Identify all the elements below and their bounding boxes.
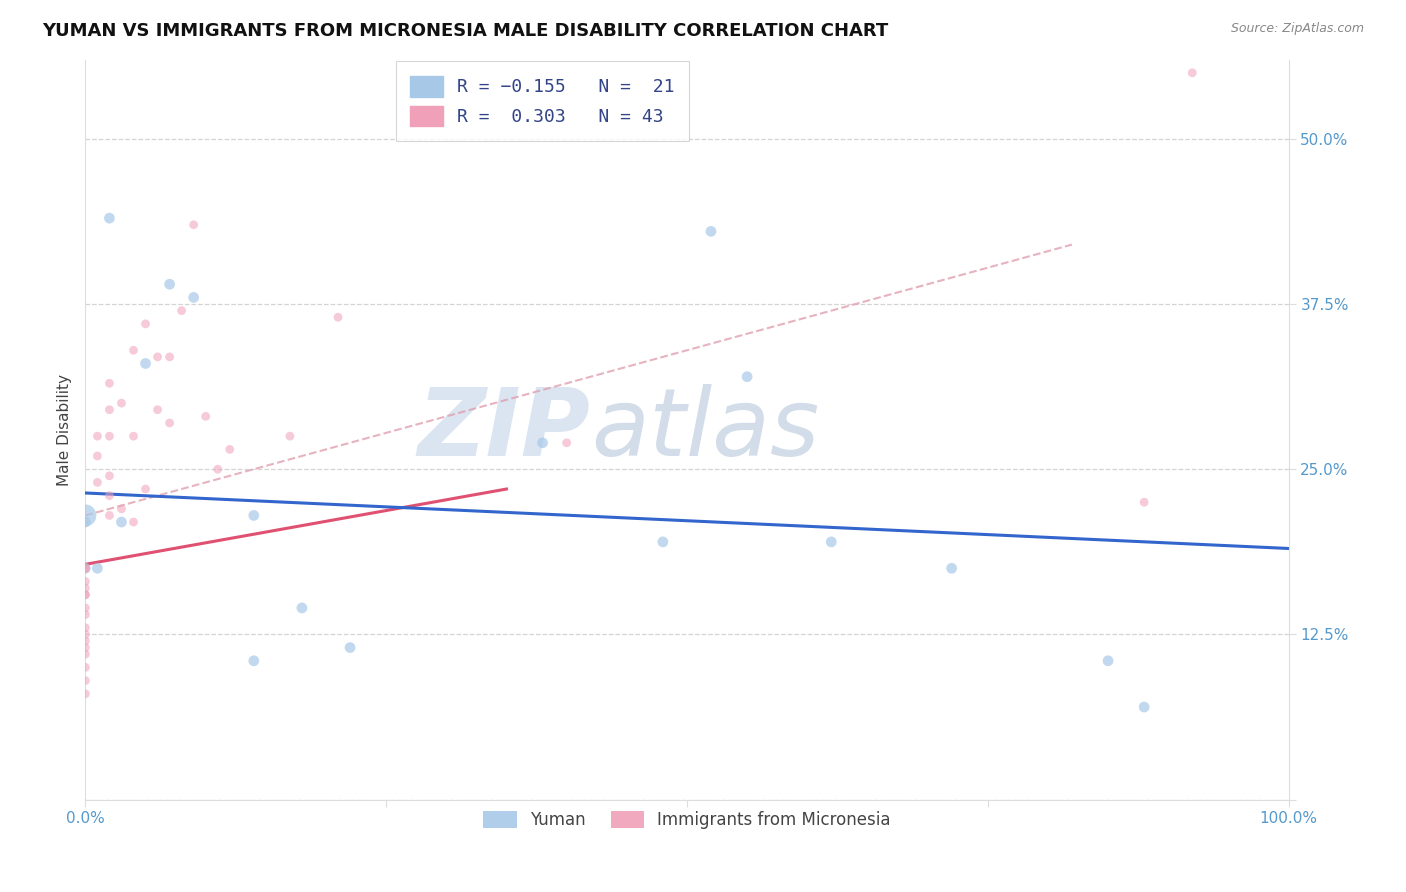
Point bbox=[75, 634, 97, 648]
Point bbox=[75, 601, 97, 615]
Point bbox=[941, 561, 963, 575]
Point bbox=[75, 574, 97, 589]
Point bbox=[207, 462, 229, 476]
Point bbox=[122, 515, 145, 529]
Point bbox=[1133, 495, 1156, 509]
Point bbox=[531, 435, 554, 450]
Point bbox=[122, 343, 145, 358]
Text: Source: ZipAtlas.com: Source: ZipAtlas.com bbox=[1230, 22, 1364, 36]
Point bbox=[651, 534, 673, 549]
Point bbox=[135, 317, 157, 331]
Point bbox=[339, 640, 361, 655]
Point bbox=[75, 660, 97, 674]
Point bbox=[1181, 66, 1204, 80]
Point bbox=[110, 396, 132, 410]
Point bbox=[75, 621, 97, 635]
Point bbox=[75, 561, 97, 575]
Point bbox=[75, 687, 97, 701]
Point bbox=[146, 402, 169, 417]
Point bbox=[75, 561, 97, 575]
Point bbox=[75, 673, 97, 688]
Point bbox=[86, 449, 108, 463]
Text: ZIP: ZIP bbox=[418, 384, 591, 475]
Point bbox=[75, 561, 97, 575]
Point bbox=[98, 211, 121, 226]
Point bbox=[75, 607, 97, 622]
Point bbox=[135, 482, 157, 496]
Point bbox=[170, 303, 193, 318]
Point bbox=[98, 402, 121, 417]
Point bbox=[194, 409, 217, 424]
Point bbox=[75, 508, 97, 523]
Point bbox=[159, 350, 181, 364]
Point bbox=[278, 429, 301, 443]
Point bbox=[98, 376, 121, 391]
Point bbox=[86, 429, 108, 443]
Point bbox=[159, 416, 181, 430]
Point bbox=[75, 640, 97, 655]
Point bbox=[75, 627, 97, 641]
Point bbox=[159, 277, 181, 292]
Text: YUMAN VS IMMIGRANTS FROM MICRONESIA MALE DISABILITY CORRELATION CHART: YUMAN VS IMMIGRANTS FROM MICRONESIA MALE… bbox=[42, 22, 889, 40]
Point bbox=[820, 534, 842, 549]
Point bbox=[183, 218, 205, 232]
Point bbox=[243, 654, 266, 668]
Point bbox=[218, 442, 240, 457]
Point bbox=[1133, 700, 1156, 714]
Point bbox=[75, 515, 97, 529]
Point bbox=[291, 601, 314, 615]
Y-axis label: Male Disability: Male Disability bbox=[58, 374, 72, 485]
Point bbox=[75, 588, 97, 602]
Point bbox=[110, 515, 132, 529]
Point bbox=[183, 290, 205, 304]
Point bbox=[98, 489, 121, 503]
Text: atlas: atlas bbox=[591, 384, 818, 475]
Point bbox=[98, 508, 121, 523]
Point bbox=[75, 581, 97, 595]
Point bbox=[75, 647, 97, 661]
Point bbox=[243, 508, 266, 523]
Point bbox=[735, 369, 758, 384]
Point bbox=[700, 224, 723, 238]
Point bbox=[86, 475, 108, 490]
Legend: Yuman, Immigrants from Micronesia: Yuman, Immigrants from Micronesia bbox=[477, 804, 897, 836]
Point bbox=[555, 435, 578, 450]
Point bbox=[1097, 654, 1119, 668]
Point bbox=[98, 429, 121, 443]
Point bbox=[146, 350, 169, 364]
Point bbox=[110, 501, 132, 516]
Point bbox=[135, 357, 157, 371]
Point bbox=[122, 429, 145, 443]
Point bbox=[98, 468, 121, 483]
Point bbox=[75, 588, 97, 602]
Point bbox=[86, 561, 108, 575]
Point bbox=[326, 310, 349, 325]
